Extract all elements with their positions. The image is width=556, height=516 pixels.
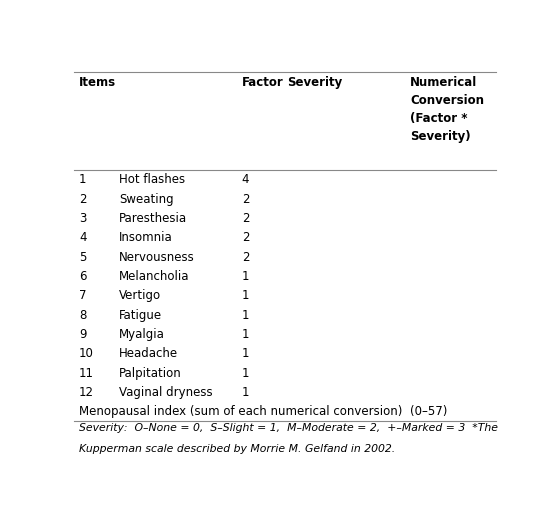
- Text: 1: 1: [242, 347, 249, 360]
- Text: 11: 11: [79, 367, 94, 380]
- Text: Sweating: Sweating: [119, 192, 173, 205]
- Text: Items: Items: [79, 76, 116, 89]
- Text: 6: 6: [79, 270, 87, 283]
- Text: Kupperman scale described by Morrie M. Gelfand in 2002.: Kupperman scale described by Morrie M. G…: [79, 444, 395, 454]
- Text: Myalgia: Myalgia: [119, 328, 165, 341]
- Text: 1: 1: [242, 289, 249, 302]
- Text: Fatigue: Fatigue: [119, 309, 162, 321]
- Text: Paresthesia: Paresthesia: [119, 212, 187, 225]
- Text: 12: 12: [79, 386, 94, 399]
- Text: 1: 1: [79, 173, 87, 186]
- Text: Nervousness: Nervousness: [119, 251, 195, 264]
- Text: 1: 1: [242, 367, 249, 380]
- Text: 2: 2: [79, 192, 87, 205]
- Text: 5: 5: [79, 251, 86, 264]
- Text: Severity: Severity: [287, 76, 342, 89]
- Text: 2: 2: [242, 212, 249, 225]
- Text: 1: 1: [242, 328, 249, 341]
- Text: (0–57): (0–57): [410, 406, 447, 418]
- Text: Numerical
Conversion
(Factor *
Severity): Numerical Conversion (Factor * Severity): [410, 76, 484, 143]
- Text: Melancholia: Melancholia: [119, 270, 190, 283]
- Text: Insomnia: Insomnia: [119, 231, 173, 244]
- Text: Hot flashes: Hot flashes: [119, 173, 185, 186]
- Text: 1: 1: [242, 270, 249, 283]
- Text: 8: 8: [79, 309, 86, 321]
- Text: 2: 2: [242, 231, 249, 244]
- Text: 1: 1: [242, 309, 249, 321]
- Text: 10: 10: [79, 347, 94, 360]
- Text: Vertigo: Vertigo: [119, 289, 161, 302]
- Text: 2: 2: [242, 251, 249, 264]
- Text: 7: 7: [79, 289, 87, 302]
- Text: Factor: Factor: [242, 76, 284, 89]
- Text: 3: 3: [79, 212, 86, 225]
- Text: Palpitation: Palpitation: [119, 367, 182, 380]
- Text: 1: 1: [242, 386, 249, 399]
- Text: Vaginal dryness: Vaginal dryness: [119, 386, 213, 399]
- Text: Headache: Headache: [119, 347, 178, 360]
- Text: 4: 4: [242, 173, 249, 186]
- Text: 4: 4: [79, 231, 87, 244]
- Text: 2: 2: [242, 192, 249, 205]
- Text: 9: 9: [79, 328, 87, 341]
- Text: Severity:  O–None = 0,  S–Slight = 1,  M–Moderate = 2,  +–Marked = 3  *The: Severity: O–None = 0, S–Slight = 1, M–Mo…: [79, 424, 498, 433]
- Text: Menopausal index (sum of each numerical conversion): Menopausal index (sum of each numerical …: [79, 406, 403, 418]
